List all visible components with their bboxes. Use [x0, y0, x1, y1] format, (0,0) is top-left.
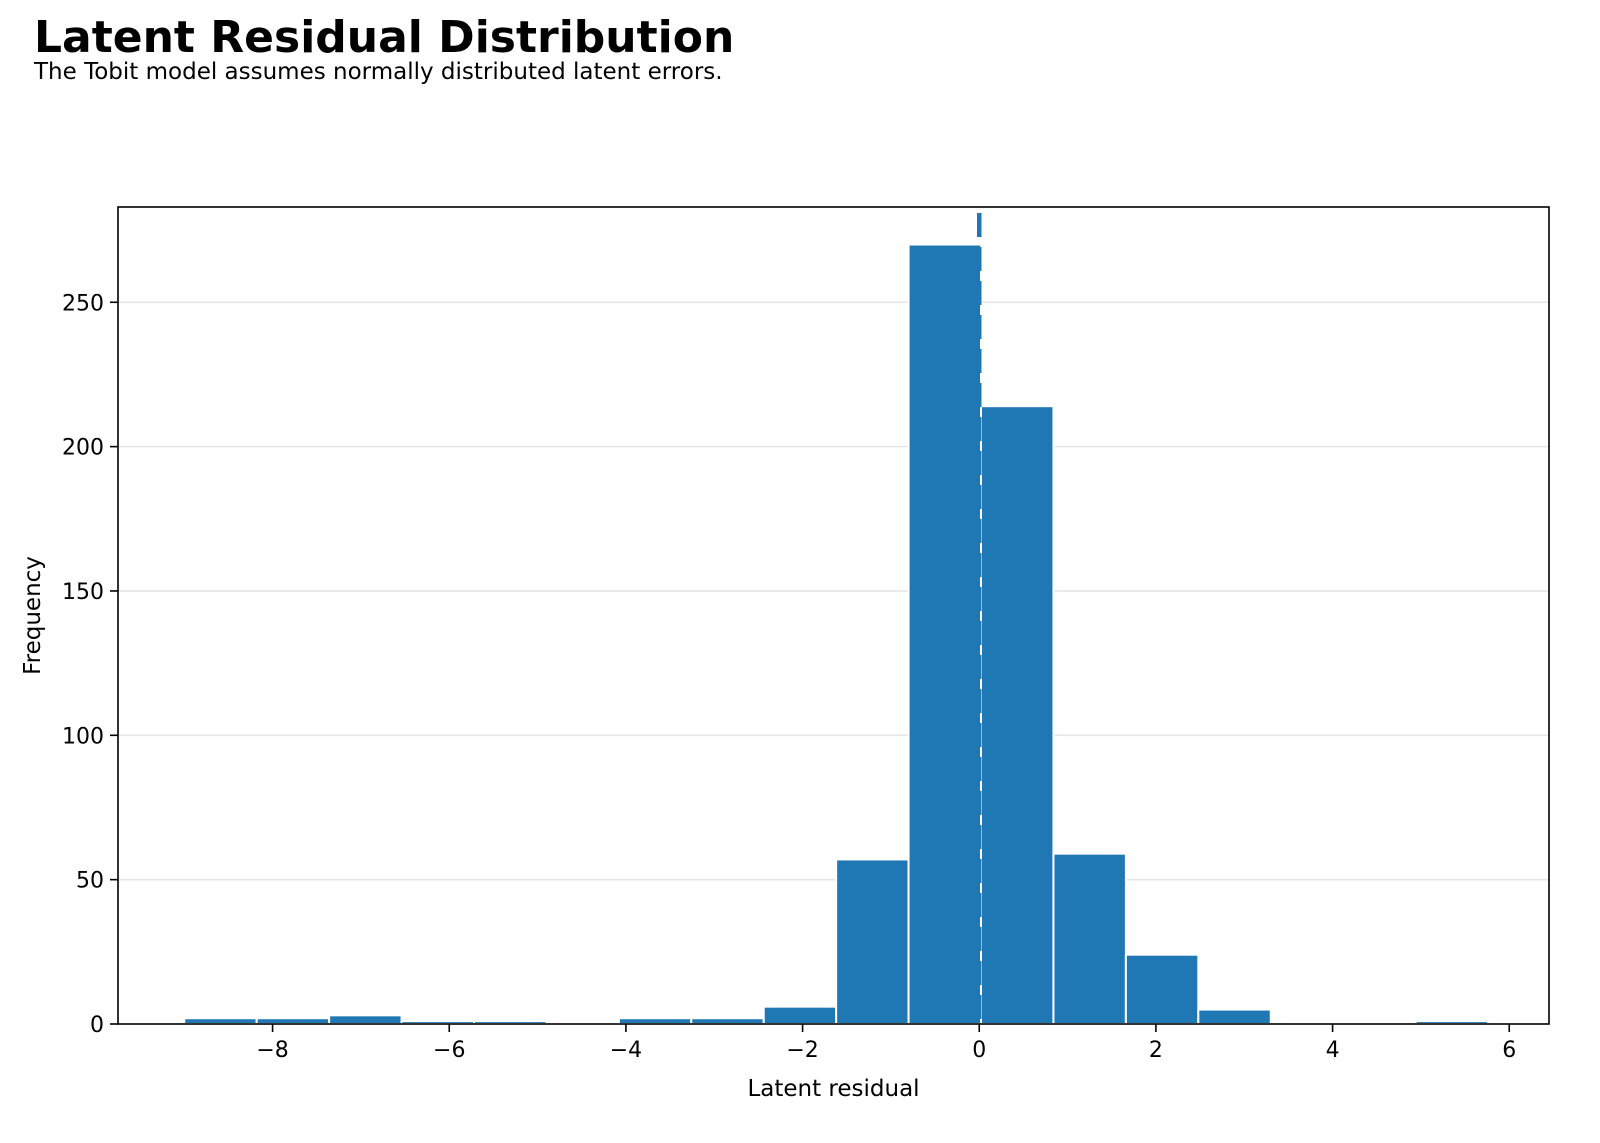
histogram-bar-12: [1052, 852, 1127, 1026]
x-tick-label: −2: [786, 1038, 818, 1063]
histogram-bars: [183, 243, 1490, 1026]
histogram-bar-14: [1197, 1008, 1272, 1025]
x-tick-label: 2: [1149, 1038, 1163, 1063]
histogram-bar-10: [907, 243, 983, 1025]
y-axis-ticks: 0 50 100 150 200 250: [62, 291, 118, 1038]
chart-title: Latent Residual Distribution: [34, 12, 735, 63]
grid-lines: [118, 301, 1549, 881]
histogram-bar-11: [980, 405, 1055, 1025]
x-tick-label: 4: [1326, 1038, 1340, 1063]
y-tick-label: 150: [62, 580, 104, 605]
x-axis-label: Latent residual: [747, 1076, 919, 1102]
y-tick-label: 100: [62, 724, 104, 749]
y-tick-label: 250: [62, 291, 104, 316]
plot-frame: [117, 206, 1550, 1025]
histogram-bar-13: [1124, 953, 1200, 1026]
x-tick-label: 0: [972, 1038, 986, 1063]
chart-subtitle: The Tobit model assumes normally distrib…: [34, 59, 723, 85]
histogram-bar-8: [762, 1005, 838, 1026]
histogram-bar-0: [183, 1017, 258, 1025]
x-tick-label: −4: [610, 1038, 642, 1063]
histogram-bar-2: [328, 1014, 403, 1026]
y-tick-label: 50: [76, 869, 104, 894]
y-axis-label: Frequency: [20, 556, 46, 675]
x-tick-label: −8: [256, 1038, 288, 1063]
x-tick-label: 6: [1502, 1038, 1516, 1063]
histogram-bar-6: [617, 1017, 693, 1025]
histogram-bar-7: [690, 1017, 765, 1025]
histogram-bar-1: [255, 1017, 331, 1025]
x-axis-ticks: −8 −6 −4 −2 0 2 4 6: [256, 1024, 1516, 1063]
histogram-bar-9: [835, 858, 910, 1026]
y-tick-label: 0: [90, 1013, 104, 1038]
y-tick-label: 200: [62, 436, 104, 461]
x-tick-label: −6: [433, 1038, 465, 1063]
